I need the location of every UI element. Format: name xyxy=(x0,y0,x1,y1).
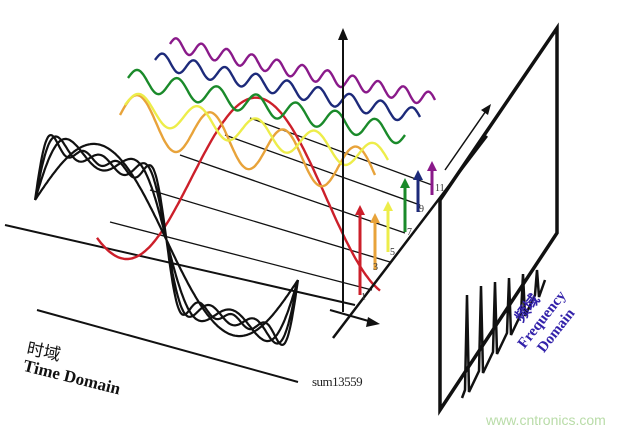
axis-line xyxy=(109,221,373,291)
frequency-arrow xyxy=(444,107,489,171)
axis-line xyxy=(249,117,433,186)
frequency-arrow-icon xyxy=(481,104,491,115)
frequency-plane xyxy=(438,22,559,416)
harmonic-wave xyxy=(154,52,422,122)
arrow-head-icon xyxy=(427,161,437,171)
spectrum-lines xyxy=(460,269,547,399)
arrow-head-icon xyxy=(383,201,393,211)
sum-label: sum13559 xyxy=(312,374,363,389)
time-axis-lines xyxy=(4,117,433,383)
harmonic-wave xyxy=(168,37,437,105)
axis-line xyxy=(179,154,406,234)
axis-line xyxy=(149,189,391,263)
harmonic-label: 3 xyxy=(373,262,378,273)
arrow-head-icon xyxy=(370,213,380,223)
harmonic-wave xyxy=(118,93,377,188)
time-axis-arrow-icon xyxy=(366,317,380,327)
spectrum-arrows xyxy=(355,161,437,295)
watermark: www.cntronics.com xyxy=(486,412,606,428)
axis-line xyxy=(224,134,421,206)
arrow-head-icon xyxy=(400,178,410,188)
arrow-head-icon xyxy=(413,170,423,180)
axis-line xyxy=(4,224,356,306)
harmonic-wave xyxy=(96,96,381,292)
harmonic-label: 1 xyxy=(361,292,366,303)
arrow-head-icon xyxy=(355,205,365,215)
harmonic-waves xyxy=(96,37,437,292)
amplitude-axis-arrow-icon xyxy=(338,28,348,40)
harmonic-label: 7 xyxy=(407,227,412,238)
square-wave-sum xyxy=(33,133,300,347)
harmonic-wave xyxy=(124,92,390,167)
harmonic-label: 5 xyxy=(390,247,395,258)
harmonic-label: 11 xyxy=(435,183,445,194)
harmonic-label: 9 xyxy=(419,204,424,215)
harmonic-wave xyxy=(127,68,406,145)
time-baseline xyxy=(36,309,299,383)
